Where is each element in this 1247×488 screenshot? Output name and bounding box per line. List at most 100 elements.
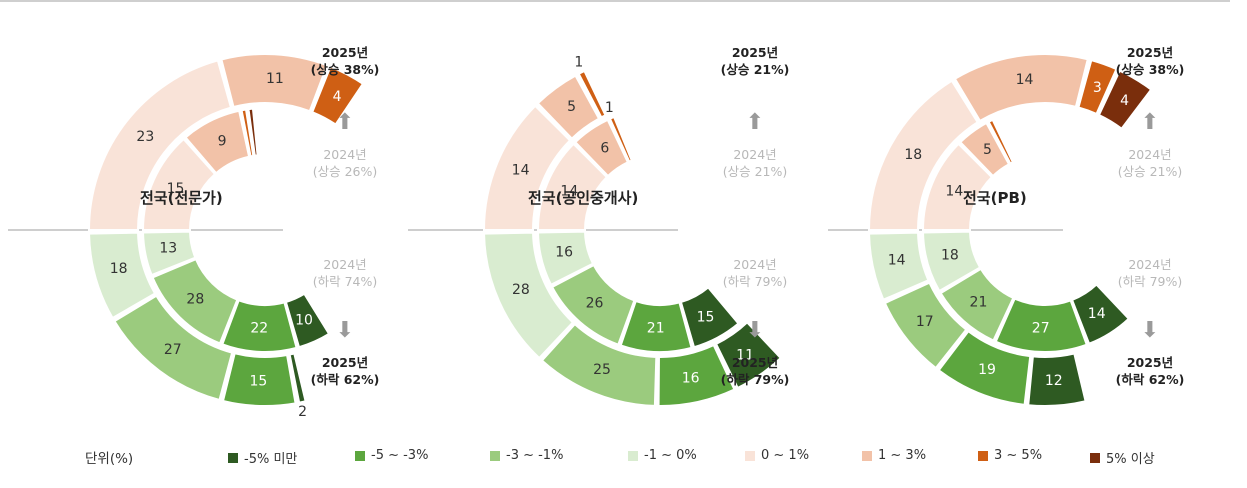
donut-segment-2024년-3_5 [987, 118, 1015, 165]
donut-segment-2025년--1_0 [868, 231, 930, 302]
segment-value-label: 28 [512, 282, 530, 298]
annotation-top-2025: 2025년 (상승 38%) [1095, 44, 1205, 78]
donut-segment-2025년-3_5 [577, 69, 607, 119]
donut-segment-2024년-3_5 [608, 115, 634, 163]
donut-segment-2025년-lt_-5 [714, 320, 783, 390]
donut-segment-2024년--1_0 [142, 230, 197, 277]
donut-segment-2024년--5_-3 [994, 297, 1089, 353]
donut-segment-2024년-lt_-5 [284, 292, 331, 349]
chart-title: 전국(PB) [963, 189, 1027, 207]
segment-value-label: 21 [647, 320, 665, 336]
arrow-up-icon: ⬆ [335, 110, 355, 135]
annotation-value: (상승 38%) [310, 62, 380, 77]
chart-title: 전국(공인중개사) [528, 189, 638, 207]
annotation-top-2025: 2025년 (상승 38%) [290, 44, 400, 78]
legend-item: -5% 미만 [228, 448, 297, 467]
annotation-value: (상승 21%) [722, 164, 788, 179]
segment-value-label: 14 [512, 163, 530, 179]
legend-label: 5% 이상 [1106, 452, 1155, 467]
annotation-year: 2025년 [321, 355, 369, 370]
annotation-bottom-2024: 2024년 (하락 79%) [700, 256, 810, 290]
segment-value-label: 25 [593, 362, 611, 378]
legend-label: -3 ~ -1% [506, 448, 564, 463]
segment-value-label: 17 [916, 314, 934, 330]
donut-segment-2025년--5_-3 [221, 352, 297, 407]
annotation-value: (하락 79%) [1117, 274, 1183, 289]
annotation-year: 2024년 [323, 147, 367, 162]
arrow-down-icon: ⬇ [335, 318, 355, 343]
donut-segment-2024년--3_-1 [151, 257, 239, 345]
segment-value-label: 14 [1016, 72, 1034, 88]
annotation-top-2025: 2025년 (상승 21%) [700, 44, 810, 78]
annotation-year: 2024년 [733, 257, 777, 272]
annotation-year: 2025년 [731, 355, 779, 370]
segment-value-label: 16 [555, 245, 573, 261]
legend-item: 5% 이상 [1090, 448, 1155, 467]
segment-value-label: 15 [697, 309, 715, 325]
annotation-year: 2024년 [1128, 147, 1172, 162]
segment-value-label: 27 [1032, 320, 1050, 336]
donut-segment-2024년-0_1 [141, 137, 217, 231]
segment-value-label: 18 [941, 247, 959, 263]
annotation-bottom-2025: 2025년 (하락 62%) [290, 354, 400, 388]
segment-value-label: 5 [983, 142, 992, 158]
segment-value-label: 4 [1120, 93, 1129, 109]
annotation-year: 2025년 [1126, 355, 1174, 370]
arrow-down-icon: ⬇ [745, 318, 765, 343]
donut-segment-2025년-3_5 [310, 65, 365, 126]
donut-segment-2024년--3_-1 [939, 267, 1015, 342]
annotation-top-2024: 2024년 (상승 21%) [1095, 146, 1205, 180]
segment-value-label: 14 [888, 253, 906, 269]
segment-value-label: 11 [266, 71, 284, 87]
donut-segment-2024년-gt_5 [247, 107, 259, 157]
legend-label: 0 ~ 1% [761, 448, 810, 463]
segment-value-label: 1 [574, 55, 583, 71]
donut-segment-2024년-0_1 [921, 142, 994, 231]
segment-value-label: 14 [560, 183, 578, 199]
segment-value-label: 19 [978, 362, 996, 378]
donut-segment-2024년-1_3 [184, 109, 251, 175]
legend-label: -5 ~ -3% [371, 448, 429, 463]
annotation-year: 2025년 [731, 45, 779, 60]
donut-segment-2025년--5_-3 [657, 343, 736, 407]
donut-segment-2025년--3_-1 [540, 322, 658, 407]
annotation-value: (하락 79%) [722, 274, 788, 289]
donut-segment-2024년-0_1 [536, 142, 609, 231]
top-divider [0, 0, 1230, 2]
donut-segment-2024년-3_5 [240, 108, 255, 158]
segment-value-label: 18 [110, 261, 128, 277]
legend-swatch [628, 450, 638, 461]
segment-value-label: 3 [1093, 80, 1102, 96]
legend-item: -3 ~ -1% [490, 448, 563, 463]
segment-value-label: 15 [167, 181, 185, 197]
segment-value-label: 14 [1088, 306, 1106, 322]
annotation-year: 2025년 [321, 45, 369, 60]
segment-value-label: 26 [586, 296, 604, 312]
donut-segment-2025년-lt_-5 [288, 352, 307, 404]
segment-value-label: 28 [186, 292, 204, 308]
legend-swatch [862, 450, 872, 461]
annotation-value: (하락 62%) [1115, 372, 1185, 387]
segment-value-label: 2 [298, 404, 307, 420]
annotation-value: (하락 79%) [720, 372, 790, 387]
donut-segment-2024년--3_-1 [550, 263, 636, 346]
legend-item: -1 ~ 0% [628, 448, 697, 463]
segment-value-label: 16 [682, 370, 700, 386]
donut-segment-2025년--3_-1 [883, 281, 968, 370]
segment-value-label: 6 [600, 140, 609, 156]
segment-value-label: 18 [904, 147, 922, 163]
donut-segment-2025년--5_-3 [937, 329, 1032, 406]
segment-value-label: 11 [736, 347, 754, 363]
segment-value-label: 22 [250, 320, 268, 336]
segment-value-label: 4 [333, 89, 342, 105]
donut-segment-2024년--5_-3 [619, 299, 693, 353]
donut-segment-2024년--5_-3 [221, 298, 298, 353]
annotation-value: (상승 21%) [1117, 164, 1183, 179]
segment-value-label: 10 [295, 312, 313, 328]
donut-segment-2024년--1_0 [922, 230, 982, 293]
donut-segment-2025년-lt_-5 [1027, 352, 1087, 407]
legend-label: 3 ~ 5% [994, 448, 1043, 463]
legend-swatch [745, 450, 755, 461]
segment-value-label: 12 [1045, 373, 1063, 389]
donut-segment-2025년-1_3 [953, 53, 1089, 123]
